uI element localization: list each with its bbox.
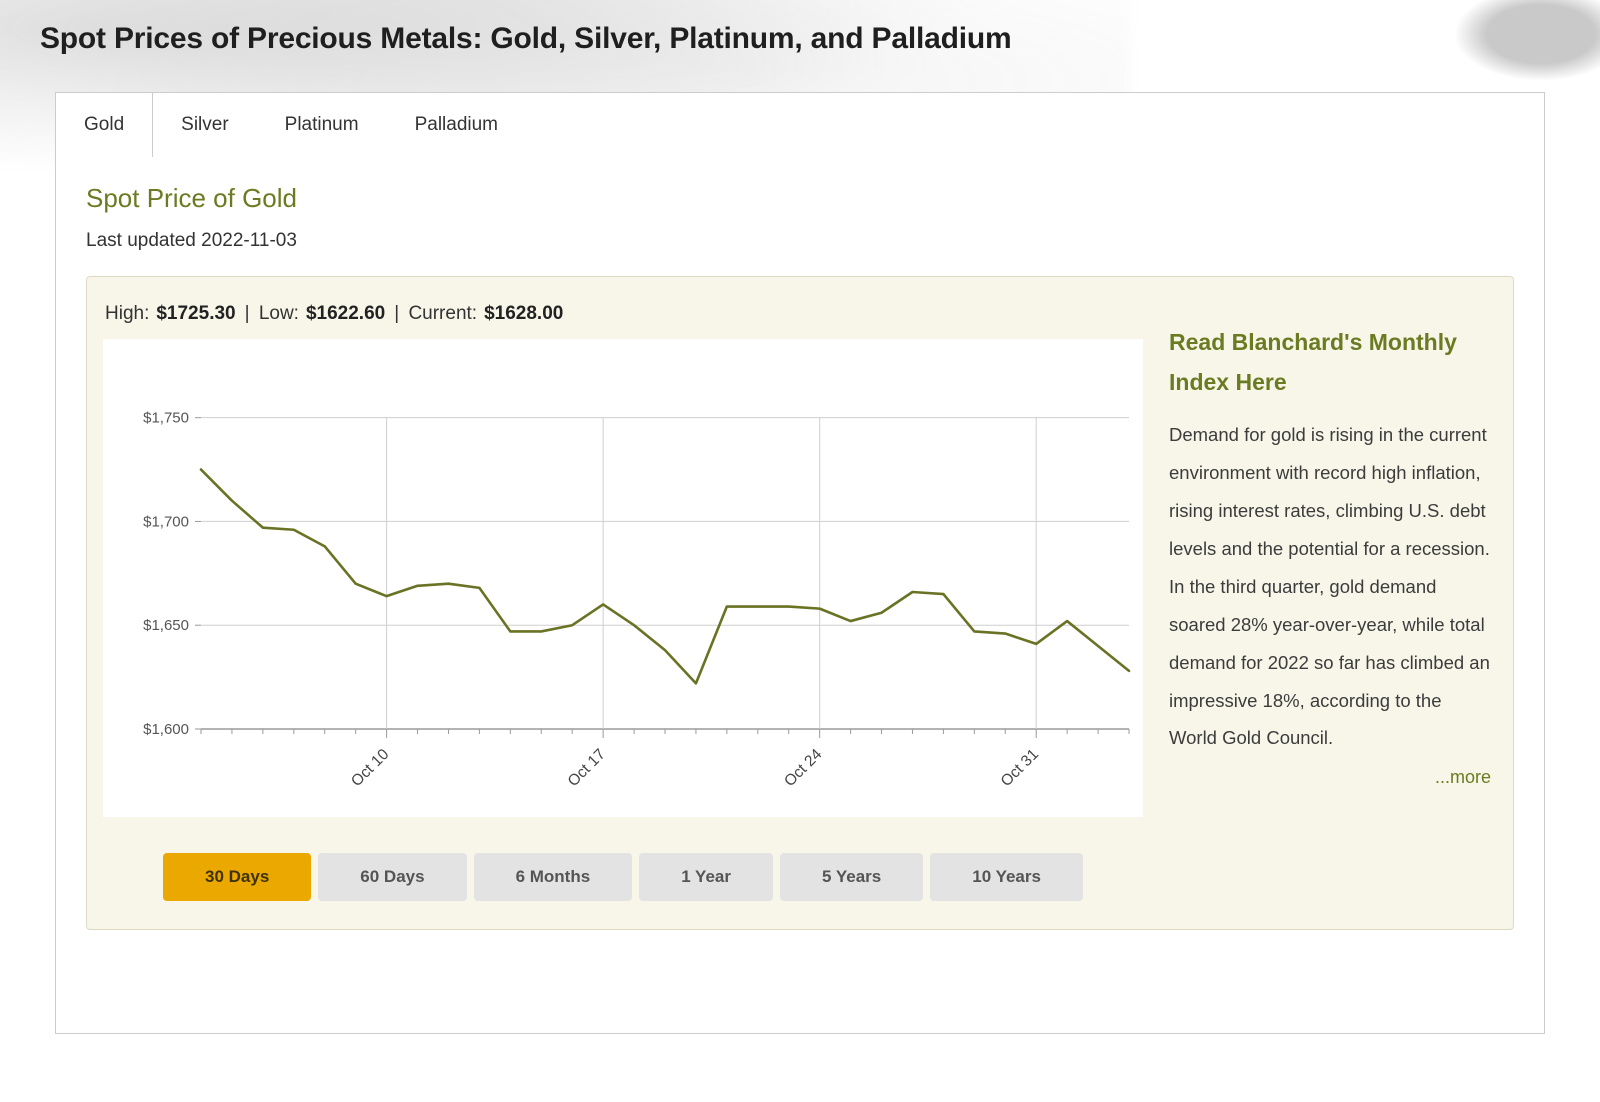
stats-separator: |: [394, 303, 400, 324]
svg-text:$1,750: $1,750: [143, 410, 189, 427]
range-5-years-button[interactable]: 5 Years: [779, 853, 924, 901]
svg-text:$1,700: $1,700: [143, 513, 189, 530]
tab-bar: Gold Silver Platinum Palladium: [56, 93, 1544, 157]
tab-silver[interactable]: Silver: [153, 93, 257, 157]
section-heading: Spot Price of Gold: [86, 183, 297, 213]
svg-text:Oct 17: Oct 17: [565, 746, 609, 790]
monthly-index-link[interactable]: Read Blanchard's Monthly Index Here: [1169, 329, 1457, 395]
more-link[interactable]: ...more: [1434, 767, 1491, 788]
svg-text:Oct 10: Oct 10: [348, 746, 393, 791]
svg-text:$1,600: $1,600: [143, 721, 189, 738]
svg-text:Oct 31: Oct 31: [998, 746, 1042, 790]
sidebar: Read Blanchard's Monthly Index Here Dema…: [1169, 293, 1491, 901]
chart-column: High: $1725.30 | Low: $1622.60 | Current: $16…: [103, 293, 1143, 901]
price-stats: High: $1725.30 | Low: $1622.60 | Current: $16…: [105, 303, 1143, 325]
chart-panel: High: $1725.30 | Low: $1622.60 | Current: $16…: [86, 276, 1514, 930]
price-chart: $1,600 $1,650 $1,700 $1,750 Oct 10 Oct 17 Oct …: [103, 339, 1143, 817]
high-label: High:: [105, 303, 150, 324]
last-updated: Last updated 2022-11-03: [86, 230, 297, 251]
range-30-days-button[interactable]: 30 Days: [163, 853, 312, 901]
range-10-years-button[interactable]: 10 Years: [930, 853, 1083, 901]
low-label: Low:: [258, 303, 299, 324]
tab-platinum[interactable]: Platinum: [256, 93, 387, 157]
current-value: $1628.00: [484, 303, 564, 324]
sidebar-text: Demand for gold is rising in the current…: [1169, 424, 1490, 749]
page-title: Spot Prices of Precious Metals: Gold, Si…: [40, 22, 1012, 55]
range-1-year-button[interactable]: 1 Year: [639, 853, 773, 901]
tab-palladium[interactable]: Palladium: [386, 93, 527, 157]
low-value: $1622.60: [305, 303, 386, 324]
range-6-months-button[interactable]: 6 Months: [473, 853, 633, 901]
high-value: $1725.30: [156, 303, 236, 324]
metals-card: Gold Silver Platinum Palladium Spot Pric…: [55, 92, 1545, 1034]
card-content: Spot Price of Gold Last updated 2022-11-…: [56, 157, 1544, 976]
range-buttons: 30 Days 60 Days 6 Months 1 Year 5 Years …: [103, 853, 1143, 901]
svg-text:$1,650: $1,650: [143, 617, 189, 634]
current-label: Current:: [408, 303, 478, 324]
tab-gold[interactable]: Gold: [56, 93, 154, 157]
svg-text:Oct 24: Oct 24: [781, 746, 826, 791]
range-60-days-button[interactable]: 60 Days: [318, 853, 467, 901]
stats-separator: |: [244, 303, 250, 324]
